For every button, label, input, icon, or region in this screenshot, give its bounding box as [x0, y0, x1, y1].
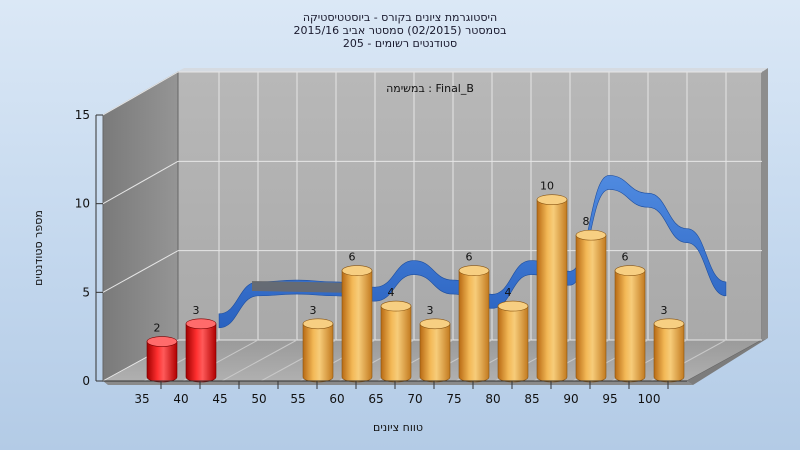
bar-body: [146, 341, 178, 383]
bar-value-label: 10: [540, 180, 554, 193]
x-tick-label: 35: [134, 392, 149, 406]
gridline-side: [102, 160, 179, 205]
histogram-bar: 3: [302, 304, 334, 383]
histogram-bar: 8: [575, 215, 607, 383]
bar-value-label: 4: [505, 286, 512, 299]
bar-body: [380, 305, 412, 383]
bar-top: [575, 229, 607, 241]
assignment-label: במשימה : Final_B: [386, 82, 474, 95]
chart-title-line-1: היסטוגרמת ציונים בקורס - ביוסטטיסטיקה: [302, 11, 498, 24]
y-tick-label: 15: [75, 108, 90, 122]
x-tick-label: 40: [173, 392, 188, 406]
chart-title-line-3: סטודנטים רשומים - 205: [342, 37, 458, 50]
bar-value-label: 2: [154, 322, 161, 335]
histogram-bar: 3: [419, 304, 451, 383]
bar-body: [653, 323, 685, 383]
bar-top: [146, 336, 178, 347]
x-tick-label: 60: [329, 392, 344, 406]
histogram-bar: 2: [146, 322, 178, 383]
x-tick-label: 45: [212, 392, 227, 406]
floor-right-edge: [687, 338, 768, 385]
y-tick-label: 10: [75, 197, 90, 211]
bar-value-label: 3: [661, 304, 668, 317]
side-wall: [102, 71, 179, 382]
right-rim: [762, 68, 768, 340]
bar-top: [419, 318, 451, 330]
bar-body: [458, 270, 490, 383]
x-tick-label: 95: [602, 392, 617, 406]
y-axis-title: מספר סטודנטים: [32, 210, 45, 286]
histogram-bar: 4: [380, 286, 412, 383]
chart-title-line-2: בסמסטר (02/2015) סמסטר אביב 2015/16: [293, 24, 507, 37]
bar-body: [341, 270, 373, 383]
bar-body: [497, 305, 529, 383]
x-tick-label: 75: [446, 392, 461, 406]
x-tick-label: 50: [251, 392, 266, 406]
bar-top: [380, 300, 412, 312]
x-tick-label: 100: [638, 392, 661, 406]
floor-front-edge: [103, 381, 693, 385]
histogram-bar: 6: [458, 251, 490, 383]
histogram-bar: 6: [614, 251, 646, 383]
curve-flat-segment: [252, 280, 345, 293]
x-tick-label: 90: [563, 392, 578, 406]
bar-top: [458, 265, 490, 276]
bar-value-label: 6: [622, 251, 629, 264]
bar-top: [302, 318, 334, 330]
y-tick-label: 0: [82, 374, 90, 388]
bar-body: [614, 270, 646, 383]
gridline-floor: [221, 339, 298, 382]
bar-value-label: 3: [193, 304, 200, 317]
gridline-side: [102, 250, 179, 293]
bar-body: [185, 323, 217, 383]
histogram-bar: 4: [497, 286, 529, 383]
bar-top: [497, 300, 529, 312]
bar-body: [575, 234, 607, 383]
bar-top: [614, 265, 646, 276]
x-tick-label: 80: [485, 392, 500, 406]
y-tick-label: 5: [82, 285, 90, 299]
x-tick-label: 70: [407, 392, 422, 406]
x-tick-label: 55: [290, 392, 305, 406]
bar-value-label: 4: [388, 286, 395, 299]
x-tick-label: 65: [368, 392, 383, 406]
histogram-bar: 3: [653, 304, 685, 383]
bar-top: [536, 194, 568, 205]
bar-value-label: 6: [466, 251, 473, 264]
bar-body: [536, 199, 568, 383]
bar-body: [419, 323, 451, 383]
x-tick-label: 85: [524, 392, 539, 406]
histogram-bar: 6: [341, 251, 373, 383]
histogram-bar: 10: [536, 180, 568, 383]
bar-value-label: 6: [349, 251, 356, 264]
bar-value-label: 3: [427, 304, 434, 317]
bar-value-label: 3: [310, 304, 317, 317]
bar-value-label: 8: [583, 215, 590, 228]
bar-body: [302, 323, 334, 383]
bar-top: [341, 265, 373, 276]
bar-top: [185, 318, 217, 330]
histogram-bar: 3: [185, 304, 217, 383]
bar-top: [653, 318, 685, 330]
gridline-side: [102, 71, 179, 116]
x-axis-title: טווח ציונים: [373, 421, 423, 434]
